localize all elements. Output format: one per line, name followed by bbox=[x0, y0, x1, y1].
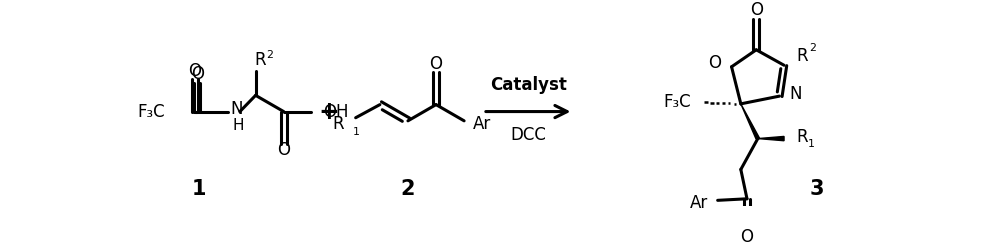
Text: O: O bbox=[740, 228, 753, 246]
Text: R: R bbox=[254, 51, 266, 69]
Text: N: N bbox=[231, 100, 243, 118]
Text: O: O bbox=[750, 1, 763, 19]
Polygon shape bbox=[741, 104, 760, 139]
Text: 1: 1 bbox=[808, 139, 815, 149]
Text: O: O bbox=[430, 56, 443, 74]
Polygon shape bbox=[758, 136, 784, 141]
Text: H: H bbox=[232, 118, 244, 133]
Text: 1: 1 bbox=[192, 179, 206, 199]
Text: O: O bbox=[277, 141, 290, 159]
Text: OH: OH bbox=[324, 103, 349, 121]
Text: O: O bbox=[709, 54, 722, 72]
Text: F₃C: F₃C bbox=[663, 93, 691, 111]
Text: 1: 1 bbox=[353, 127, 359, 137]
Text: R: R bbox=[796, 47, 808, 65]
Text: F₃C: F₃C bbox=[137, 103, 165, 121]
Text: 3: 3 bbox=[809, 179, 824, 199]
Text: O: O bbox=[191, 65, 204, 83]
Text: Ar: Ar bbox=[473, 115, 492, 133]
Text: Ar: Ar bbox=[689, 194, 708, 212]
Text: N: N bbox=[789, 85, 802, 103]
Text: O: O bbox=[189, 62, 202, 81]
Text: R: R bbox=[796, 128, 808, 146]
Text: Catalyst: Catalyst bbox=[490, 76, 567, 94]
Text: 2: 2 bbox=[400, 179, 415, 199]
Text: 2: 2 bbox=[809, 43, 816, 53]
Text: 2: 2 bbox=[266, 50, 273, 60]
Text: +: + bbox=[318, 100, 339, 124]
Text: DCC: DCC bbox=[510, 126, 546, 144]
Text: R: R bbox=[332, 115, 344, 133]
